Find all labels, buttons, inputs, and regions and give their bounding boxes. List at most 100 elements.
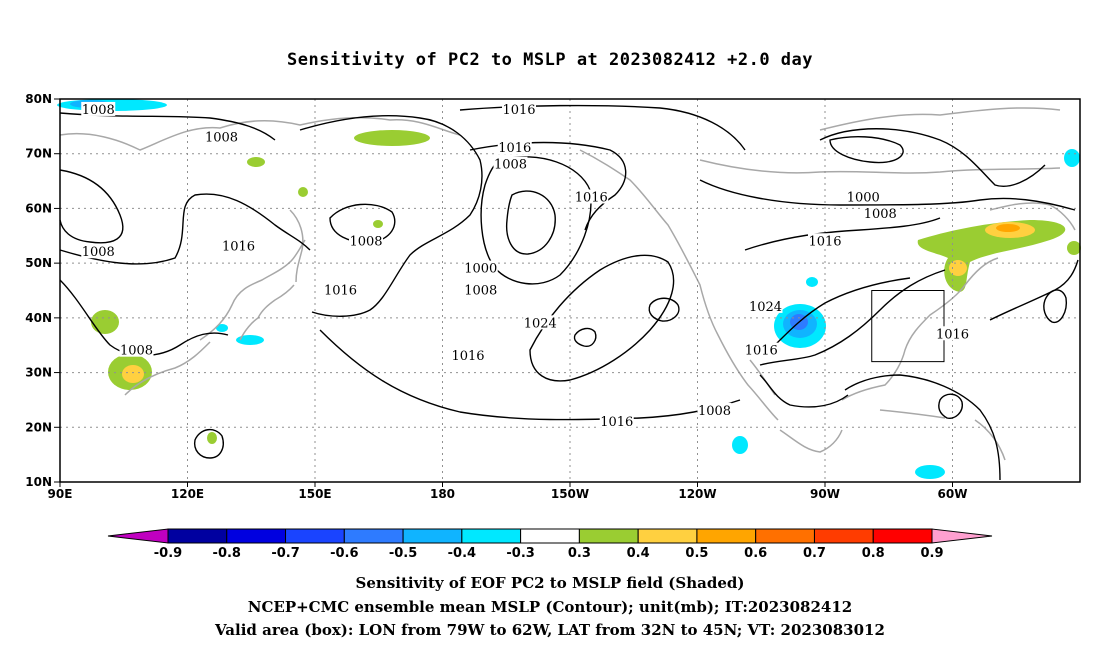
- contour-label-bg: [221, 238, 256, 253]
- colorbar-label: 0.3: [568, 546, 591, 561]
- contour-asia-1016: [59, 193, 311, 265]
- colorbar-swatch: [520, 528, 580, 544]
- contour-caribbean-small: [938, 393, 963, 419]
- lon-tick-label: 60W: [938, 487, 968, 501]
- contour-pacific-south-1016: [319, 329, 741, 421]
- coast-north-america-west: [579, 149, 779, 421]
- colorbar-label: 0.4: [627, 546, 650, 561]
- contour-label-bg: [935, 326, 970, 341]
- shade-siberia-green: [354, 130, 430, 146]
- coastlines: [59, 107, 1076, 461]
- lat-tick-label: 80N: [25, 92, 52, 106]
- contour-canada-1016: [744, 217, 941, 251]
- coast-siberia: [59, 116, 461, 151]
- caption-shaded: Sensitivity of EOF PC2 to MSLP field (Sh…: [355, 574, 745, 592]
- contour-label-bg: [808, 233, 842, 248]
- colorbar-label: 0.8: [862, 546, 885, 561]
- colorbar-swatch: [872, 528, 933, 544]
- contour-label: 1008: [349, 234, 382, 249]
- contour-aleutian-1000: [505, 190, 556, 255]
- colorbar-label: -0.6: [330, 546, 358, 561]
- contour-pacific-1016: [299, 114, 483, 317]
- coast-cuba: [879, 409, 946, 419]
- lon-tick-label: 150E: [298, 487, 331, 501]
- contour-low-1008: [329, 203, 396, 243]
- contour-label: 1016: [936, 327, 969, 342]
- caption-valid-area: Valid area (box): LON from 79W to 62W, L…: [215, 621, 885, 639]
- contour-small-high: [648, 297, 680, 322]
- colorbar-swatch: [461, 528, 522, 544]
- colorbar-right-tip: [931, 528, 993, 544]
- contour-aleutian-1008: [480, 156, 592, 285]
- lat-tick-label: 20N: [25, 420, 52, 434]
- contour-label-bg: [493, 156, 528, 171]
- shade-china-green: [91, 310, 119, 334]
- contour-label-bg: [744, 342, 779, 357]
- colorbar-label: -0.5: [389, 546, 417, 561]
- lat-tick-label: 70N: [25, 147, 52, 161]
- contour-label: 1016: [600, 415, 633, 430]
- contour-mexico-1008: [759, 374, 849, 408]
- colorbar-swatch: [755, 528, 815, 544]
- colorbar-swatch: [167, 528, 228, 544]
- contour-pacific-high-1024: [529, 254, 675, 382]
- coast-south-america: [974, 419, 1006, 461]
- chart-title: Sensitivity of PC2 to MSLP at 2023082412…: [286, 50, 813, 70]
- shade-atlantic-green: [1067, 241, 1081, 255]
- colorbar-label: -0.3: [506, 546, 534, 561]
- lat-tick-label: 60N: [25, 201, 52, 215]
- shade-mexico-cyan: [732, 436, 748, 454]
- contour-caribbean-1016: [844, 374, 1001, 481]
- contour-label: 1008: [82, 103, 115, 118]
- contour-canada-1000: [819, 128, 1046, 187]
- contour-label-bg: [502, 101, 536, 116]
- colorbar-swatch: [226, 528, 287, 544]
- colorbar-swatch: [813, 528, 874, 544]
- contour-label-bg: [81, 101, 116, 116]
- sensitivity-shading: [57, 99, 1081, 479]
- shade-maritime-yellow: [949, 260, 967, 276]
- coast-east-asia: [199, 239, 306, 341]
- contour-label: 1016: [502, 103, 535, 118]
- contour-label: 1016: [745, 344, 778, 359]
- colorbar-label: -0.4: [448, 546, 476, 561]
- contour-atlantic-small: [1043, 289, 1067, 324]
- lon-tick-label: 90E: [48, 487, 73, 501]
- contour-label-bg: [748, 298, 783, 313]
- shade-japan-cyan: [236, 335, 264, 345]
- coast-east-usa: [841, 257, 999, 401]
- coast-labrador: [989, 202, 1076, 231]
- shade-small-green-2: [298, 187, 308, 197]
- valid-area-box: [871, 290, 945, 363]
- colorbar-label: -0.7: [271, 546, 299, 561]
- contour-label-bg: [697, 402, 732, 417]
- coast-central-america: [779, 429, 843, 453]
- contour-label: 1016: [808, 234, 841, 249]
- colorbar-swatch: [696, 528, 757, 544]
- contour-label-bg: [204, 129, 239, 144]
- colorbar-left-tip: [107, 528, 169, 544]
- contour-label: 1024: [749, 300, 782, 315]
- coast-canada-arctic: [699, 159, 1061, 174]
- contour-canada-1008: [699, 179, 1076, 211]
- contour-label-bg: [463, 260, 498, 275]
- contour-label: 1008: [698, 404, 731, 419]
- contour-label-bg: [463, 282, 498, 297]
- caption-contour: NCEP+CMC ensemble mean MSLP (Contour); u…: [247, 598, 853, 616]
- contour-label: 1008: [120, 344, 153, 359]
- lon-tick-label: 150W: [551, 487, 589, 501]
- coast-sakhalin: [289, 209, 304, 283]
- contour-north-pacific-1016: [469, 141, 627, 231]
- contour-label-bg: [599, 413, 634, 428]
- contour-label: 1016: [498, 141, 531, 156]
- lon-tick-label: 120E: [171, 487, 204, 501]
- colorbar-swatch: [637, 528, 698, 544]
- contour-label: 1016: [451, 349, 484, 364]
- shade-small-green-4: [207, 432, 217, 444]
- contour-label-bg: [451, 348, 485, 363]
- shade-small-green-3: [373, 220, 383, 228]
- contour-usa-1016: [759, 269, 946, 366]
- colorbar-label: 0.9: [920, 546, 943, 561]
- colorbar-label: -0.8: [213, 546, 241, 561]
